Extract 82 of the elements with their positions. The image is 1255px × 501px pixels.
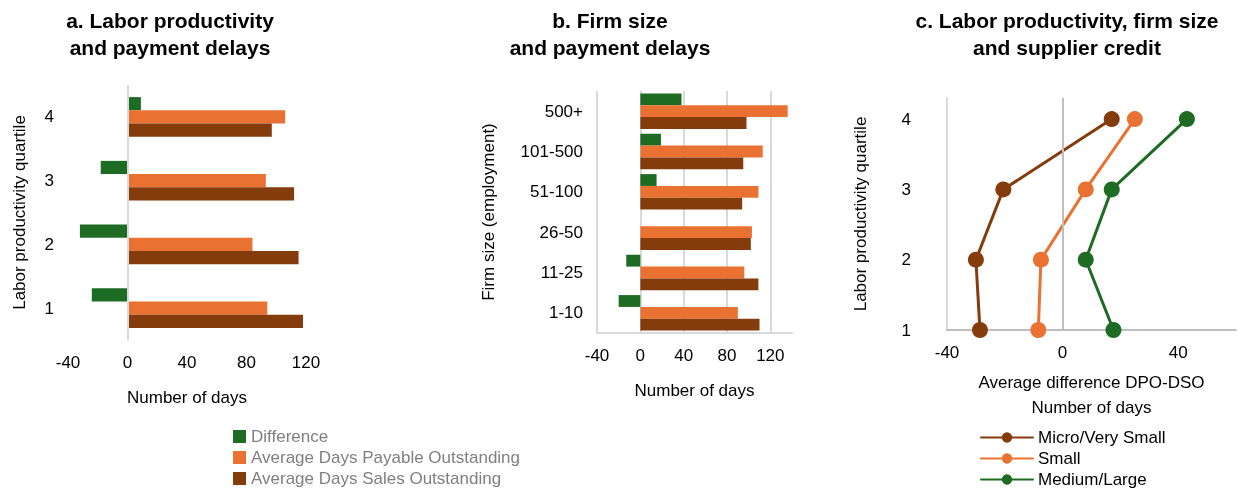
bar xyxy=(640,174,657,186)
bar xyxy=(640,266,745,279)
bar xyxy=(640,238,751,250)
x-tick-label: 80 xyxy=(237,353,256,372)
y-tick-label: 500+ xyxy=(544,101,584,121)
x-tick-label: 80 xyxy=(717,346,737,365)
bar xyxy=(626,254,641,267)
x-tick-label: 0 xyxy=(122,353,133,372)
bar xyxy=(127,123,272,137)
point xyxy=(1103,181,1120,198)
legend-label: Micro/Very Small xyxy=(1038,428,1166,447)
x-axis-title: Average difference DPO-DSO Number of days xyxy=(978,373,1205,417)
y-tick-label: 4 xyxy=(44,107,54,127)
x-tick-label: 120 xyxy=(756,346,785,365)
chart-title: a. Labor productivity and payment delays xyxy=(66,9,275,59)
y-tick-label: 11-25 xyxy=(540,263,583,282)
legend-label: Medium/Large xyxy=(1038,470,1147,489)
legend-label: Difference xyxy=(251,427,329,446)
bar xyxy=(640,133,661,146)
x-tick-label: 40 xyxy=(177,353,197,372)
point xyxy=(995,181,1012,198)
legend-label: Small xyxy=(1038,449,1081,468)
bar xyxy=(640,197,743,210)
point xyxy=(1103,111,1120,128)
y-tick-label: 1 xyxy=(44,298,54,318)
bar xyxy=(91,288,128,302)
point xyxy=(1030,322,1047,338)
bar xyxy=(640,278,759,291)
bar xyxy=(100,160,128,175)
x-axis-title: Number of days xyxy=(127,387,247,407)
point xyxy=(967,251,984,268)
y-tick-label: 3 xyxy=(901,179,911,199)
bar xyxy=(640,145,763,158)
bar xyxy=(640,105,788,118)
point xyxy=(1032,251,1049,268)
point xyxy=(1077,251,1094,268)
y-tick-label: 2 xyxy=(901,250,911,270)
bar xyxy=(127,110,286,124)
point xyxy=(1077,181,1094,198)
y-tick-label: 1 xyxy=(901,320,911,340)
y-tick-label: 4 xyxy=(901,109,911,129)
x-tick-label: 120 xyxy=(291,353,321,372)
x-tick-label: -40 xyxy=(55,353,81,372)
bar xyxy=(127,250,299,265)
legend-label: Average Days Payable Outstanding xyxy=(251,448,521,467)
x-tick-label: 40 xyxy=(1168,343,1188,362)
y-tick-label: 1-10 xyxy=(548,303,583,323)
bar xyxy=(79,224,128,238)
x-tick-label: 0 xyxy=(1057,343,1068,362)
point xyxy=(1178,111,1195,128)
bar xyxy=(640,93,682,106)
bar xyxy=(618,295,641,307)
bar xyxy=(640,157,744,170)
chart-title: b. Firm size and payment delays xyxy=(509,9,711,59)
bar xyxy=(640,226,752,239)
bar xyxy=(640,185,759,198)
y-axis-title: Labor productivity quartile xyxy=(10,115,29,310)
bar xyxy=(127,237,253,251)
chart-title: c. Labor productivity, firm size and supplier credit xyxy=(915,9,1219,59)
x-axis-title: Number of days xyxy=(634,380,755,400)
bar xyxy=(127,174,266,188)
y-tick-label: 101-500 xyxy=(520,142,583,161)
bar xyxy=(127,314,304,328)
y-axis-title: Firm size (employment) xyxy=(479,123,498,301)
point xyxy=(971,322,988,338)
legend-label: Average Days Sales Outstanding xyxy=(251,469,502,488)
bar xyxy=(640,318,760,331)
point xyxy=(1126,111,1143,128)
point xyxy=(1105,322,1122,338)
y-axis-title: Labor productivity quartile xyxy=(850,116,870,312)
bar xyxy=(640,117,747,129)
y-tick-label: 51-100 xyxy=(530,182,583,202)
bar xyxy=(127,187,295,201)
y-tick-label: 3 xyxy=(44,171,54,191)
x-tick-label: -40 xyxy=(934,343,960,362)
y-tick-label: 26-50 xyxy=(539,222,583,242)
x-tick-label: 40 xyxy=(674,346,694,365)
x-tick-label: -40 xyxy=(584,346,610,365)
x-tick-label: 0 xyxy=(635,346,646,365)
bar xyxy=(127,301,268,315)
y-tick-label: 2 xyxy=(44,234,54,254)
bar xyxy=(640,306,738,319)
